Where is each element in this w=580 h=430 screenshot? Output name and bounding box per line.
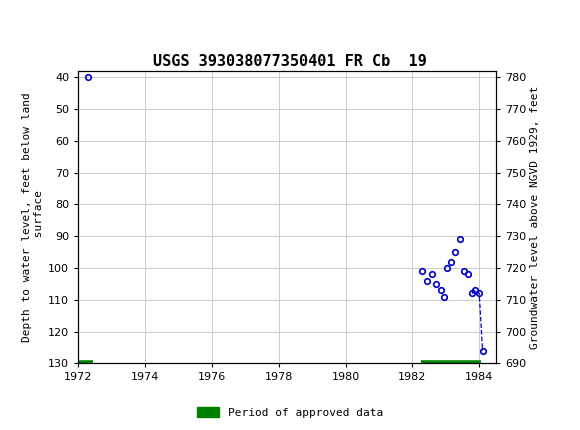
Text: USGS 393038077350401 FR Cb  19: USGS 393038077350401 FR Cb 19 [153, 54, 427, 69]
Y-axis label: Groundwater level above NGVD 1929, feet: Groundwater level above NGVD 1929, feet [530, 86, 541, 349]
Y-axis label: Depth to water level, feet below land
 surface: Depth to water level, feet below land su… [23, 92, 44, 342]
Text: USGS: USGS [3, 13, 63, 32]
Legend: Period of approved data: Period of approved data [193, 403, 387, 422]
